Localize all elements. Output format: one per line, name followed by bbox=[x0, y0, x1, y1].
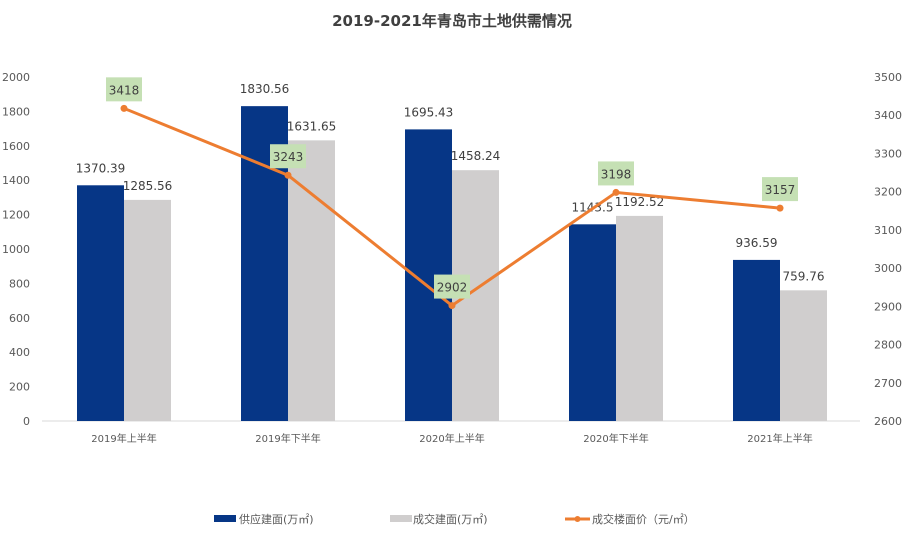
supply-bar-label: 1830.56 bbox=[240, 82, 290, 96]
deal-bar-label: 1458.24 bbox=[451, 149, 501, 163]
price-label: 3418 bbox=[109, 83, 140, 97]
right-axis-tick: 2600 bbox=[874, 415, 902, 428]
left-axis-tick: 1200 bbox=[2, 209, 30, 222]
deal-bar-label: 1285.56 bbox=[123, 179, 173, 193]
left-axis-tick: 1000 bbox=[2, 243, 30, 256]
supply-bar bbox=[733, 259, 780, 421]
price-label-bg bbox=[106, 77, 142, 102]
legend-label-deal: 成交建面(万㎡) bbox=[413, 512, 488, 526]
legend-swatch-price-point bbox=[574, 516, 581, 522]
right-axis-tick: 3000 bbox=[874, 262, 902, 275]
deal-bar-label: 1631.65 bbox=[287, 119, 337, 133]
supply-bar-label: 936.59 bbox=[736, 236, 778, 250]
deal-bar bbox=[124, 199, 171, 421]
x-axis-tick: 2020年下半年 bbox=[583, 432, 648, 445]
price-label-bg bbox=[762, 177, 798, 202]
price-label-bg bbox=[598, 161, 634, 186]
right-axis-tick: 3200 bbox=[874, 186, 902, 199]
price-label: 2902 bbox=[437, 281, 468, 295]
legend-label-price: 成交楼面价（元/㎡） bbox=[592, 512, 695, 526]
left-axis-tick: 200 bbox=[9, 381, 30, 394]
chart-title: 2019-2021年青岛市土地供需情况 bbox=[332, 12, 572, 30]
right-axis-tick: 3300 bbox=[874, 147, 902, 160]
right-axis-tick: 3400 bbox=[874, 109, 902, 122]
left-axis-tick: 1400 bbox=[2, 174, 30, 187]
supply-bar-label: 1370.39 bbox=[76, 161, 126, 175]
left-axis-tick: 600 bbox=[9, 312, 30, 325]
supply-bar-label: 1695.43 bbox=[404, 105, 454, 119]
right-axis-tick: 2900 bbox=[874, 300, 902, 313]
deal-bar bbox=[780, 290, 827, 421]
price-label-bg bbox=[434, 274, 470, 299]
x-axis-tick: 2019年上半年 bbox=[91, 432, 156, 445]
right-axis-tick: 3500 bbox=[874, 71, 902, 84]
left-axis-tick: 2000 bbox=[2, 71, 30, 84]
supply-bar bbox=[569, 224, 616, 421]
price-point bbox=[284, 171, 292, 179]
x-axis-tick: 2021年上半年 bbox=[747, 432, 812, 445]
left-axis-tick: 1600 bbox=[2, 140, 30, 153]
price-label: 3157 bbox=[765, 183, 796, 197]
left-axis-tick: 800 bbox=[9, 277, 30, 290]
deal-bar-label: 1192.52 bbox=[615, 195, 665, 209]
legend-swatch-deal bbox=[390, 515, 412, 522]
price-point bbox=[776, 204, 784, 212]
left-axis-tick: 1800 bbox=[2, 105, 30, 118]
price-point bbox=[120, 104, 128, 112]
deal-bar-label: 759.76 bbox=[783, 269, 825, 283]
x-axis-tick: 2019年下半年 bbox=[255, 432, 320, 445]
price-label-bg bbox=[270, 144, 306, 169]
price-label: 3243 bbox=[273, 150, 304, 164]
supply-bar bbox=[77, 185, 124, 421]
price-label: 3198 bbox=[601, 167, 632, 181]
left-axis-tick: 0 bbox=[23, 415, 30, 428]
right-axis-tick: 2700 bbox=[874, 377, 902, 390]
legend-label-supply: 供应建面(万㎡) bbox=[239, 512, 314, 526]
x-axis-tick: 2020年上半年 bbox=[419, 432, 484, 445]
price-point bbox=[448, 302, 456, 310]
deal-bar bbox=[288, 140, 335, 421]
right-axis-tick: 3100 bbox=[874, 224, 902, 237]
deal-bar bbox=[616, 215, 663, 421]
left-axis-tick: 400 bbox=[9, 346, 30, 359]
right-axis-tick: 2800 bbox=[874, 339, 902, 352]
price-point bbox=[612, 188, 620, 196]
legend-swatch-supply bbox=[214, 515, 236, 522]
